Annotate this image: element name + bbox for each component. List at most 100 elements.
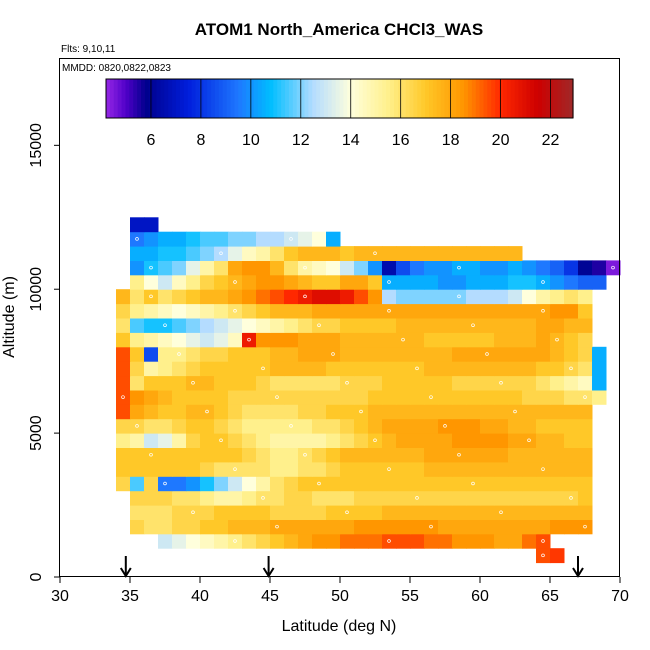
heatmap-cell: [466, 303, 481, 319]
colorbar-tick-label: 8: [196, 132, 205, 149]
heatmap-cell: [410, 361, 425, 377]
heatmap-cell: [158, 361, 173, 377]
heatmap-cell: [564, 389, 579, 405]
heatmap-cell: [382, 246, 397, 261]
heatmap-cell: [214, 519, 229, 535]
heatmap-cell: [298, 332, 313, 348]
heatmap-cell: [494, 533, 509, 549]
heatmap-cell: [172, 274, 187, 290]
colorbar-segment: [308, 79, 313, 118]
heatmap-cell: [396, 461, 411, 477]
heatmap-cell: [186, 404, 201, 420]
colorbar-segment: [331, 79, 337, 118]
heatmap-cell: [368, 461, 383, 477]
heatmap-cell: [242, 389, 257, 405]
heatmap-cell: [144, 303, 159, 319]
heatmap-cell: [270, 447, 285, 463]
arrow-head: [572, 567, 584, 578]
heatmap-cell: [382, 519, 397, 535]
heatmap-cell: [284, 318, 299, 333]
heatmap-cell: [494, 246, 509, 261]
x-tick-label: 30: [51, 588, 69, 605]
heatmap-cell: [144, 519, 159, 535]
heatmap-cell: [284, 447, 299, 463]
heatmap-cell: [186, 418, 201, 434]
heatmap-cell: [186, 519, 201, 535]
heatmap-cell: [130, 389, 145, 405]
heatmap-cell: [130, 217, 145, 233]
sample-marker: [219, 438, 223, 443]
colorbar-segment: [320, 79, 325, 118]
colorbar-tick-label: 10: [242, 132, 260, 149]
heatmap-cell: [312, 346, 327, 362]
colorbar-segment: [226, 79, 232, 118]
x-tick-label: 65: [541, 588, 559, 605]
heatmap-cell: [228, 461, 243, 477]
heatmap-cell: [214, 289, 229, 305]
heatmap-cell: [494, 346, 509, 362]
colorbar-segment: [561, 79, 566, 118]
heatmap-cell: [214, 246, 229, 261]
heatmap-cell: [410, 332, 425, 348]
heatmap-cell: [256, 246, 271, 261]
heatmap-cell: [424, 361, 439, 377]
heatmap-cell: [298, 533, 313, 549]
heatmap-cell: [340, 533, 355, 549]
colorbar-segment: [347, 79, 352, 118]
sample-marker: [429, 395, 433, 399]
heatmap-cell: [466, 346, 481, 362]
heatmap-cell: [200, 231, 215, 247]
heatmap-cell: [158, 332, 173, 348]
colorbar-segment: [265, 79, 271, 118]
heatmap-cell: [228, 303, 243, 319]
heatmap-cell: [144, 217, 159, 233]
heatmap-cell: [550, 404, 565, 420]
sample-marker: [135, 424, 139, 428]
sample-marker: [135, 237, 139, 241]
heatmap-cell: [396, 318, 411, 333]
heatmap-cell: [298, 404, 313, 420]
heatmap-cell: [368, 505, 383, 520]
heatmap-cell: [494, 318, 509, 333]
heatmap-cell: [256, 533, 271, 549]
y-tick-label: 5000: [28, 415, 45, 451]
colorbar-segment: [156, 79, 162, 118]
heatmap-cell: [466, 476, 481, 492]
x-axis: 30 35 40 45 50 55 60 65 70: [51, 577, 629, 605]
heatmap-cell: [312, 231, 327, 247]
heatmap-cell: [438, 404, 453, 420]
heatmap-cell: [172, 289, 187, 305]
heatmap-cell: [522, 490, 537, 506]
heatmap-cell: [130, 418, 145, 434]
sample-marker: [555, 337, 559, 342]
heatmap-cell: [116, 346, 131, 362]
colorbar-segment: [526, 79, 531, 118]
heatmap-cell: [452, 447, 467, 463]
sample-marker: [149, 265, 153, 270]
heatmap-cell: [466, 361, 481, 377]
heatmap-cell: [242, 505, 257, 520]
heatmap-cell: [536, 533, 551, 549]
heatmap-cell: [312, 289, 327, 305]
heatmap-cell: [312, 274, 327, 290]
heatmap-cell: [438, 447, 453, 463]
colorbar-segment: [487, 79, 492, 118]
heatmap-cell: [550, 461, 565, 477]
heatmap-cell: [186, 274, 201, 290]
sample-marker: [387, 309, 391, 313]
heatmap-cell: [284, 389, 299, 405]
colorbar-segment: [425, 79, 430, 118]
heatmap-cell: [312, 505, 327, 520]
heatmap-cell: [368, 447, 383, 463]
heatmap-cell: [228, 418, 243, 434]
heatmap-cell: [214, 533, 229, 549]
sample-marker: [387, 539, 391, 543]
colorbar-segment: [514, 79, 520, 118]
heatmap-cell: [340, 318, 355, 333]
heatmap-cell: [172, 404, 187, 420]
heatmap-cell: [144, 260, 159, 276]
heatmap-cell: [382, 447, 397, 463]
heatmap-cell: [550, 289, 565, 305]
sample-marker: [387, 280, 391, 284]
colorbar-segment: [460, 79, 465, 118]
